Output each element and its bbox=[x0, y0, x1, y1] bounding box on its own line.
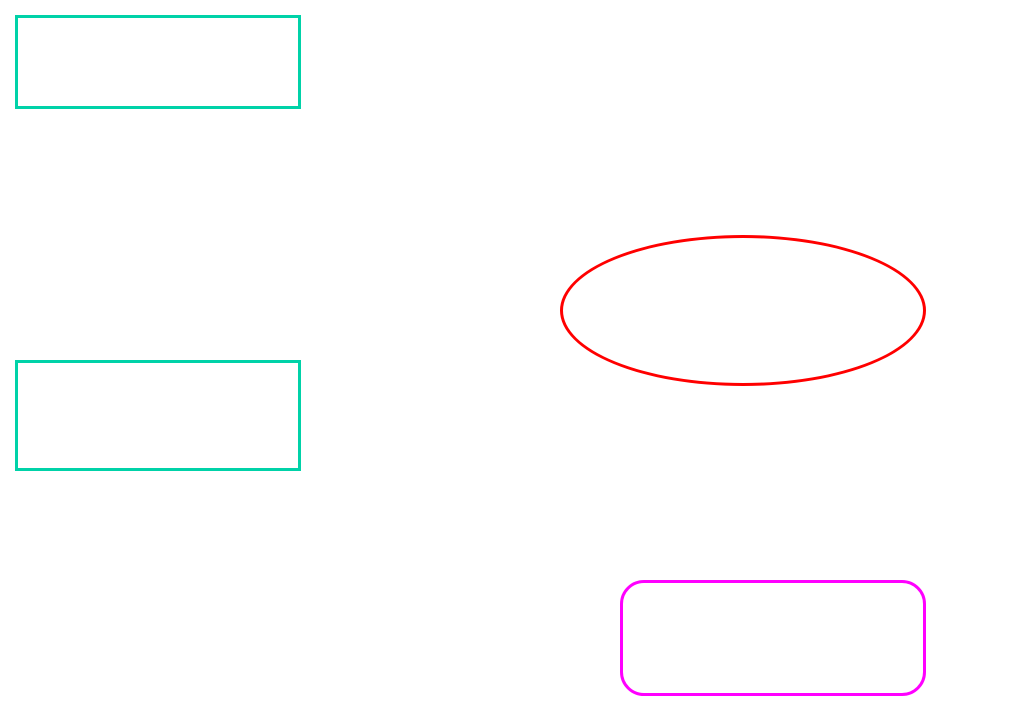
svg-overlay bbox=[0, 0, 1024, 701]
diagram-canvas bbox=[0, 0, 1024, 701]
